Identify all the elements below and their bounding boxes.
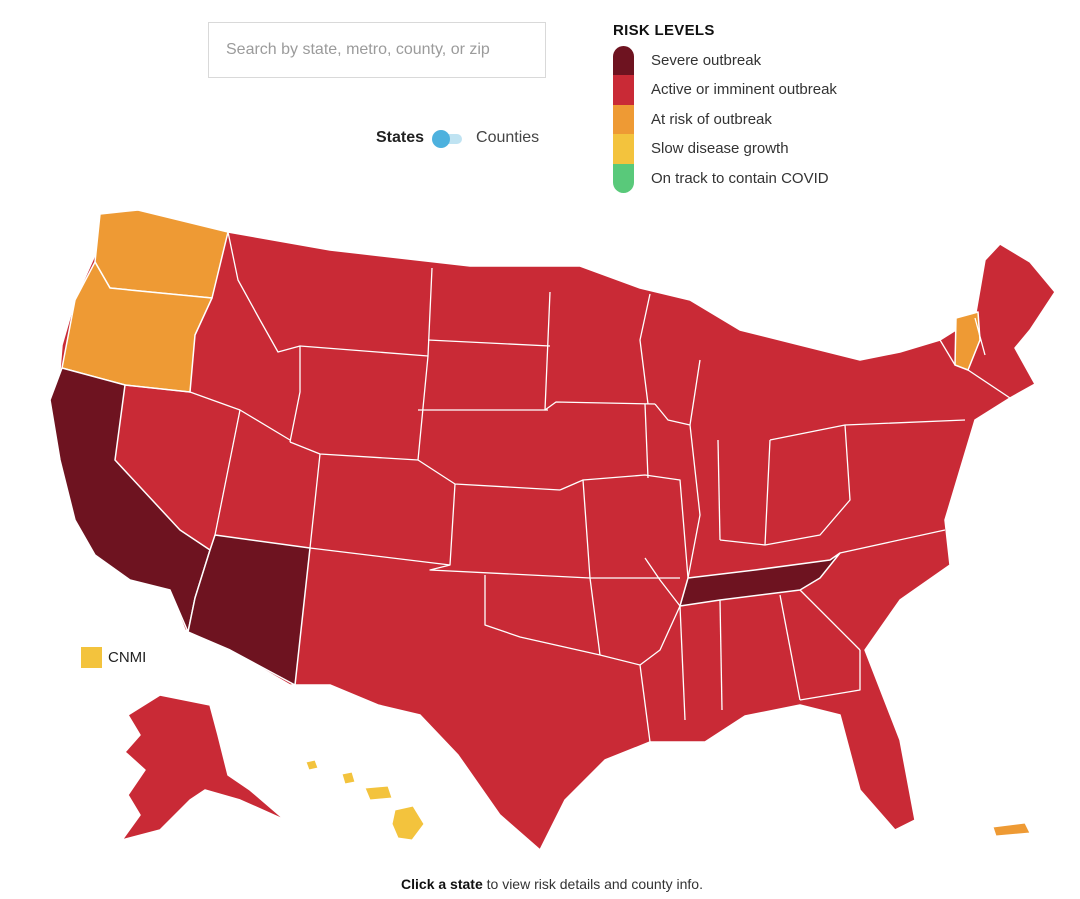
toggle-label-states[interactable]: States [376, 129, 425, 146]
state-shape-hi[interactable] [305, 759, 425, 841]
search-box[interactable] [208, 22, 546, 78]
legend-swatch-slow [613, 134, 634, 164]
state-shape-or[interactable] [61, 261, 213, 393]
switch-knob[interactable] [432, 130, 451, 148]
legend-swatch-at-risk [613, 104, 634, 135]
legend-swatch-severe [613, 46, 634, 76]
footer-hint: Click a state to view risk details and c… [0, 876, 1080, 892]
state-shape-ca[interactable] [49, 367, 211, 633]
state-shape-wa[interactable] [94, 209, 229, 299]
legend-item-at-risk: At risk of outbreak [651, 110, 772, 128]
legend-item-active: Active or imminent outbreak [651, 81, 837, 99]
legend-swatch-on-track [613, 163, 634, 193]
footer-hint-bold: Click a state [401, 876, 483, 892]
states-counties-switch[interactable] [432, 130, 464, 148]
legend-title: RISK LEVELS [613, 22, 715, 39]
legend-swatch-active [613, 75, 634, 105]
legend-item-on-track: On track to contain COVID [651, 169, 829, 187]
cnmi-legend[interactable]: CNMI [81, 647, 146, 668]
cnmi-swatch[interactable] [81, 647, 102, 668]
state-shape-az[interactable] [187, 534, 311, 686]
state-borders [124, 231, 1011, 743]
footer-hint-rest: to view risk details and county info. [482, 876, 703, 892]
legend-color-bar [613, 46, 634, 193]
legend-item-severe: Severe outbreak [651, 52, 762, 69]
state-shape-vt[interactable] [954, 311, 981, 371]
state-shape-pr[interactable] [992, 822, 1031, 837]
state-shape-ak[interactable] [121, 694, 286, 841]
cnmi-label: CNMI [108, 649, 147, 666]
toggle-label-counties[interactable]: Counties [476, 129, 540, 146]
state-shape-tn[interactable] [679, 552, 841, 607]
risk-legend: RISK LEVELS Severe outbreak Active or im… [613, 22, 837, 204]
legend-item-slow: Slow disease growth [651, 140, 789, 158]
view-toggle: States Counties [376, 127, 539, 149]
us-risk-map [49, 209, 1056, 851]
search-input[interactable] [224, 40, 538, 60]
